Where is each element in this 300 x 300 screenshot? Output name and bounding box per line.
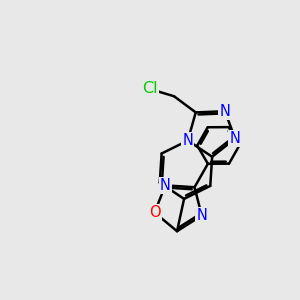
Text: N: N [160,178,171,193]
Text: N: N [220,104,230,119]
Text: N: N [230,131,241,146]
Text: Cl: Cl [142,81,157,96]
Text: N: N [182,133,193,148]
Text: O: O [149,205,161,220]
Text: N: N [196,208,207,223]
